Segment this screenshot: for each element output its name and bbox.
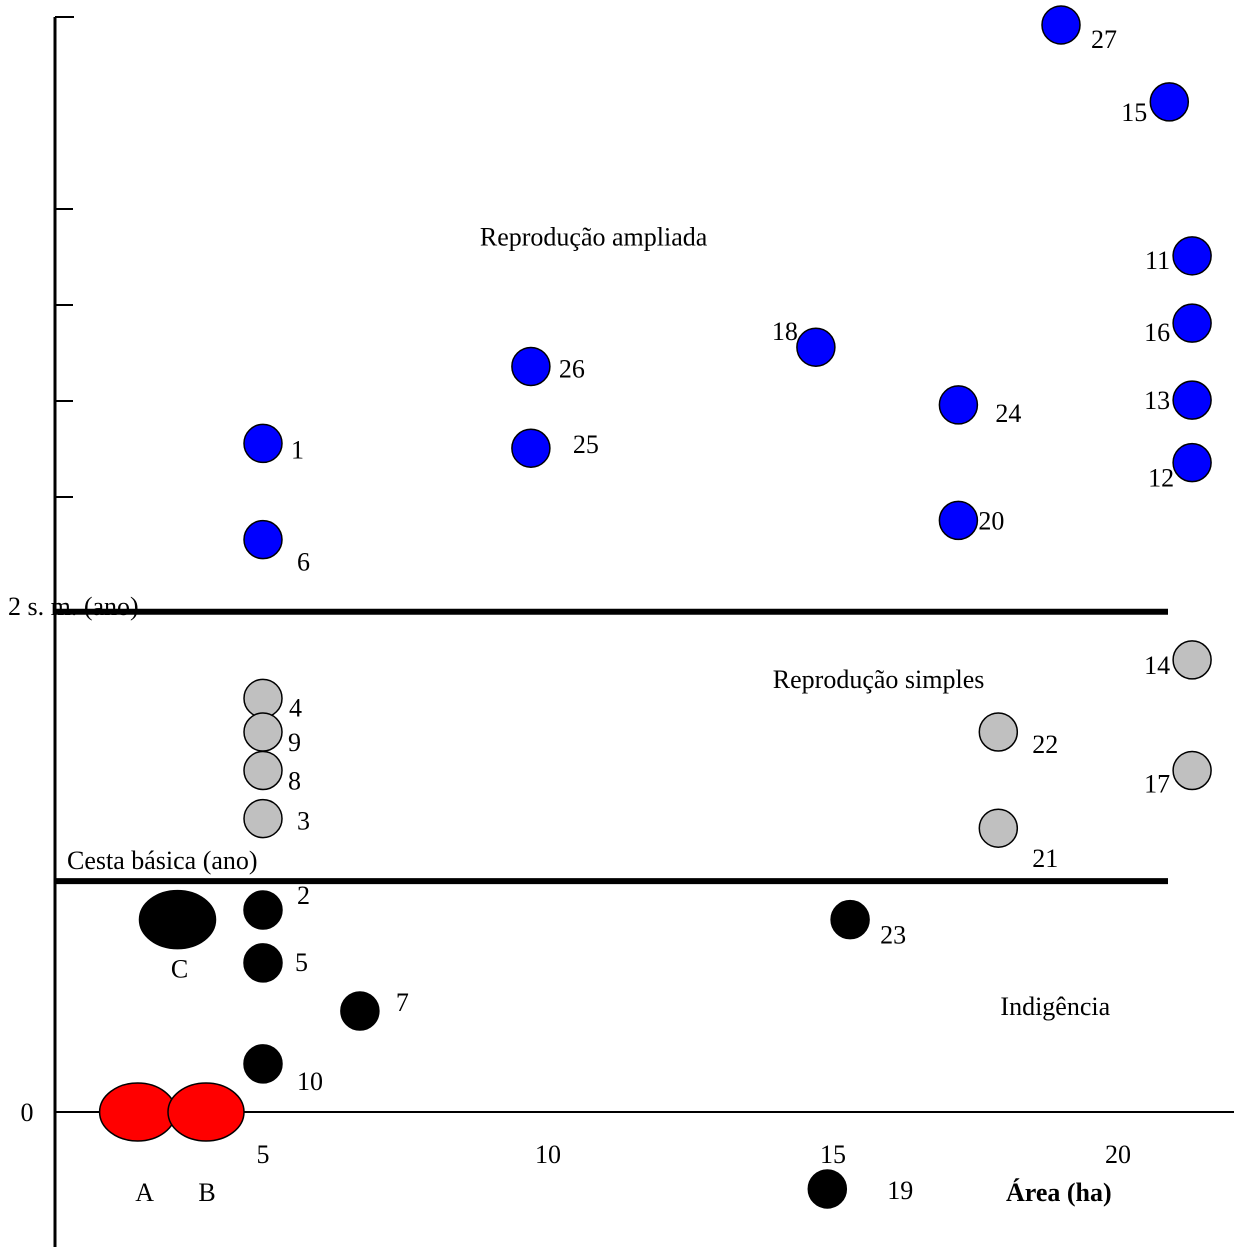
point-ampliada-11 — [1172, 236, 1212, 276]
point-ampliada-25 — [511, 428, 551, 468]
y-tick-label: 0 — [21, 1098, 34, 1127]
x-tick-label: 5 — [257, 1140, 270, 1169]
region-labels: Reprodução ampliada Reprodução simples Ind… — [480, 223, 1111, 1022]
point-simples-14 — [1172, 640, 1212, 680]
point-label: 5 — [295, 948, 308, 977]
point-simples-3 — [243, 798, 283, 839]
region-label-ampliada: Reprodução ampliada — [480, 223, 708, 252]
point-label: 9 — [288, 728, 301, 757]
point-indigencia-19 — [807, 1169, 848, 1209]
point-label: 3 — [297, 807, 310, 836]
point-simples-8 — [243, 750, 283, 791]
group-marker-a — [98, 1082, 177, 1142]
point-label: 23 — [880, 921, 906, 950]
region-label-indigencia: Indigência — [1000, 992, 1110, 1021]
reference-line-label-cesta: Cesta básica (ano) — [67, 846, 258, 875]
axes — [53, 16, 1234, 1247]
point-ampliada-15 — [1149, 82, 1190, 122]
point-label: 15 — [1121, 98, 1147, 127]
group-label-b: B — [198, 1178, 215, 1207]
point-simples-17 — [1172, 750, 1212, 791]
point-ampliada-24 — [938, 385, 979, 425]
reference-line-label-2sm: 2 s. m. (ano) — [8, 592, 139, 621]
group-label-a: A — [135, 1178, 154, 1207]
point-ampliada-18 — [796, 327, 836, 367]
tick-labels: 5 10 15 20 0 — [21, 1098, 1132, 1169]
point-label: 19 — [887, 1176, 913, 1205]
point-ampliada-20 — [938, 500, 979, 541]
group-label-c: C — [171, 955, 188, 984]
point-label: 21 — [1032, 844, 1058, 873]
point-label: 1 — [291, 435, 304, 464]
point-label: 4 — [289, 693, 302, 722]
point-label: 18 — [772, 317, 798, 346]
point-label: 27 — [1091, 25, 1117, 54]
point-label: 12 — [1148, 464, 1174, 493]
point-label: 2 — [297, 881, 310, 910]
point-simples-4 — [243, 678, 283, 719]
point-ampliada-13 — [1172, 380, 1212, 420]
point-simples-9 — [243, 712, 283, 752]
point-label: 24 — [995, 399, 1021, 428]
point-label: 13 — [1144, 386, 1170, 415]
point-label: 16 — [1144, 318, 1170, 347]
point-indigencia-2 — [243, 890, 283, 930]
point-label: 8 — [288, 766, 301, 795]
point-simples-21 — [978, 808, 1019, 848]
reference-lines: Cesta básica (ano) 2 s. m. (ano) — [8, 592, 1168, 885]
point-ampliada-26 — [511, 346, 551, 387]
point-ampliada-16 — [1172, 303, 1212, 343]
point-ampliada-1 — [243, 423, 283, 464]
point-indigencia-5 — [243, 943, 283, 983]
point-label: 20 — [978, 506, 1004, 535]
point-ampliada-6 — [243, 519, 283, 560]
point-label: 22 — [1032, 730, 1058, 759]
point-ampliada-12 — [1172, 442, 1212, 483]
x-tick-label: 20 — [1105, 1140, 1131, 1169]
point-indigencia-10 — [243, 1044, 283, 1084]
point-label: 14 — [1144, 651, 1170, 680]
x-tick-label: 15 — [820, 1140, 846, 1169]
point-label: 25 — [573, 430, 599, 459]
group-marker-b — [167, 1082, 245, 1142]
region-label-simples: Reprodução simples — [773, 665, 985, 694]
x-tick-label: 10 — [535, 1140, 561, 1169]
point-label: 7 — [396, 988, 409, 1017]
point-ampliada-27 — [1041, 5, 1081, 45]
group-marker-c — [138, 889, 217, 950]
point-label: 17 — [1144, 769, 1170, 798]
point-label: 6 — [297, 548, 310, 577]
point-indigencia-23 — [830, 899, 870, 940]
point-label: 26 — [559, 354, 585, 383]
group-markers: A B C — [98, 889, 245, 1207]
point-label: 10 — [297, 1067, 323, 1096]
data-points: 2571023194983222114171626251824202715111… — [243, 5, 1212, 1209]
x-axis-label: Área (ha) — [1006, 1178, 1112, 1207]
point-simples-22 — [978, 712, 1019, 752]
point-label: 11 — [1145, 246, 1170, 275]
point-indigencia-7 — [340, 991, 380, 1031]
